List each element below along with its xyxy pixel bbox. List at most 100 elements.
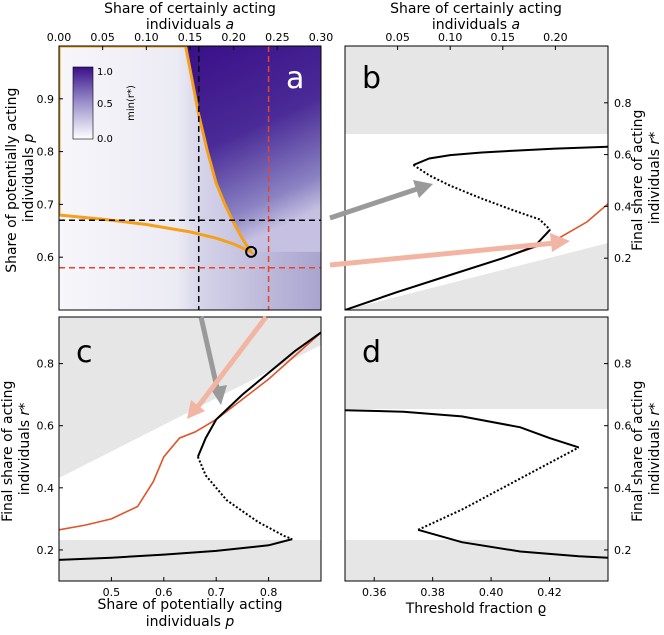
panel-b-y-ticks: 0.2 0.4 0.6 0.8 bbox=[604, 97, 632, 265]
panel-b-top-xlabel-line2: individuals a bbox=[432, 17, 520, 33]
panel-b-ylabel-line1: Final share of acting bbox=[630, 110, 646, 251]
arrow-gray-a-to-c bbox=[198, 316, 221, 393]
tick-label-0: 0.2 bbox=[614, 252, 632, 265]
panel-a-top-xlabel-var: a bbox=[226, 17, 235, 33]
tick-label-0: 0.36 bbox=[362, 586, 387, 599]
tick-label-3: 0.15 bbox=[178, 31, 203, 44]
panel-a-ylabel-line1: Share of potentially acting bbox=[4, 88, 20, 273]
panel-d: d 0.36 0.38 0.40 0.42 0.2 0.4 0.6 0.8 Threshol… bbox=[344, 316, 663, 617]
arrow-pink-a-to-c-head bbox=[187, 400, 205, 419]
panel-a-top-xlabel-text: individuals bbox=[146, 17, 221, 33]
panel-c-series-1 bbox=[196, 456, 293, 541]
panel-b-ylabel-var: r* bbox=[647, 132, 663, 145]
panel-c-x-ticks: 0.5 0.6 0.7 0.8 bbox=[103, 577, 278, 599]
panel-c-xlabel-text: individuals bbox=[146, 614, 221, 630]
panel-c-ylabel-line2: individuals bbox=[17, 420, 33, 495]
colorbar-label: min(r*) bbox=[126, 85, 137, 121]
tick-label-3: 0.8 bbox=[260, 586, 278, 599]
panel-a-ylabel-var: p bbox=[21, 134, 37, 144]
tick-label-1: 0.10 bbox=[438, 31, 463, 44]
tick-label-3: 0.9 bbox=[37, 93, 55, 106]
panel-c-xlabel-var: p bbox=[224, 614, 234, 630]
arrow-gray-a-to-c-head bbox=[210, 385, 227, 405]
panel-letter-d: d bbox=[362, 335, 381, 370]
panel-d-ylabel-line1: Final share of acting bbox=[630, 381, 646, 522]
panel-a-ylabel-line2: individuals bbox=[21, 147, 37, 222]
tick-label-1: 0.6 bbox=[155, 586, 173, 599]
tick-label-3: 0.20 bbox=[543, 31, 568, 44]
panel-letter-b: b bbox=[362, 61, 381, 96]
tick-label-2: 0.10 bbox=[134, 31, 159, 44]
cusp-point-marker bbox=[245, 245, 258, 258]
panel-a-top-ticks: 0.00 0.05 0.10 0.15 0.20 0.25 0.30 bbox=[47, 31, 334, 50]
panel-b-shade-bottom bbox=[345, 243, 608, 310]
tick-label-1: 0.4 bbox=[614, 200, 632, 213]
panel-c-ylabel-var: r* bbox=[17, 403, 33, 416]
colorbar-tick-0: 0.0 bbox=[97, 134, 113, 145]
tick-label-2: 0.7 bbox=[207, 586, 225, 599]
tick-label-3: 0.8 bbox=[37, 358, 55, 371]
panel-d-x-ticks: 0.36 0.38 0.40 0.42 bbox=[362, 577, 562, 599]
tick-label-6: 0.30 bbox=[309, 31, 334, 44]
panel-c-shade-top bbox=[59, 317, 321, 478]
panel-c-y-ticks: 0.2 0.4 0.6 0.8 bbox=[37, 358, 63, 557]
panel-b-ylabel-line2: individuals bbox=[647, 149, 663, 224]
tick-label-2: 0.15 bbox=[491, 31, 516, 44]
tick-label-0: 0.2 bbox=[614, 544, 632, 557]
panel-c-ylabel-line1: Final share of acting bbox=[0, 381, 16, 522]
panel-d-series-2 bbox=[417, 528, 608, 559]
panel-b-top-ticks: 0.05 0.10 0.15 0.20 bbox=[385, 31, 568, 50]
arrow-gray-a-to-b-head bbox=[413, 180, 433, 198]
panel-d-shade-top bbox=[345, 317, 608, 409]
panel-d-series bbox=[345, 409, 608, 559]
panel-letter-c: c bbox=[76, 335, 93, 370]
tick-label-4: 0.20 bbox=[221, 31, 246, 44]
arrow-pink-a-to-c bbox=[195, 315, 268, 410]
panel-a-top-xlabel-line1: Share of certainly acting bbox=[104, 1, 276, 17]
panel-c-series-0 bbox=[196, 331, 321, 458]
tick-label-1: 0.7 bbox=[37, 198, 55, 211]
panel-b-top-xlabel-text: individuals bbox=[432, 17, 507, 33]
tick-label-0: 0.5 bbox=[103, 586, 121, 599]
panel-b-ylabel: Final share of acting individuals r* bbox=[630, 105, 663, 251]
panel-b-top-xlabel-var: a bbox=[512, 17, 521, 33]
bistable-boundary-orange bbox=[59, 46, 256, 256]
panel-c-frame bbox=[58, 316, 322, 582]
colorbar-tick-1: 1.0 bbox=[97, 67, 113, 78]
panel-c-xlabel-line2: individuals p bbox=[146, 614, 235, 630]
tick-label-3: 0.8 bbox=[614, 97, 632, 110]
panel-b-shade-top bbox=[345, 46, 608, 134]
panel-c: c 0.5 0.6 0.7 0.8 0.2 0.4 0.6 0.8 Share of pot… bbox=[0, 316, 322, 630]
panel-d-ylabel-var: r* bbox=[647, 403, 663, 416]
panel-c-ylabel: Final share of acting individuals r* bbox=[0, 376, 33, 522]
tick-label-0: 0.2 bbox=[37, 544, 55, 557]
panel-b-series bbox=[345, 145, 608, 310]
panel-c-series-3 bbox=[59, 331, 321, 531]
panel-a-top-xlabel-line2: individuals a bbox=[146, 17, 234, 33]
colorbar bbox=[72, 66, 94, 140]
panel-b-series-0 bbox=[413, 145, 608, 166]
tick-label-2: 0.6 bbox=[614, 149, 632, 162]
colorbar-tick-05: 0.5 bbox=[97, 99, 113, 110]
panel-b-top-xlabel-line1: Share of certainly acting bbox=[390, 1, 562, 17]
tick-label-2: 0.40 bbox=[479, 586, 504, 599]
panel-c-series bbox=[59, 331, 321, 561]
panel-c-series-2 bbox=[59, 538, 293, 561]
panel-d-y-ticks: 0.2 0.4 0.6 0.8 bbox=[604, 358, 632, 557]
tick-label-0: 0.05 bbox=[385, 31, 410, 44]
tick-label-3: 0.42 bbox=[537, 586, 562, 599]
panel-d-series-0 bbox=[345, 409, 580, 449]
panel-b: b 0.05 0.10 0.15 0.20 0.2 0.4 0.6 0.8 Share of… bbox=[344, 1, 663, 311]
panel-b-series-1 bbox=[412, 164, 551, 231]
panel-d-frame bbox=[344, 316, 609, 582]
panel-d-ylabel-line2: individuals bbox=[647, 420, 663, 495]
tick-label-2: 0.6 bbox=[614, 420, 632, 433]
bistable-purple-region bbox=[185, 46, 321, 252]
panel-d-ylabel: Final share of acting individuals r* bbox=[630, 376, 663, 522]
connecting-arrows bbox=[187, 180, 570, 419]
panel-b-frame bbox=[344, 45, 609, 311]
panel-c-shade-bottom bbox=[59, 540, 321, 581]
tick-label-1: 0.4 bbox=[614, 482, 632, 495]
arrow-gray-a-to-b bbox=[329, 185, 421, 221]
